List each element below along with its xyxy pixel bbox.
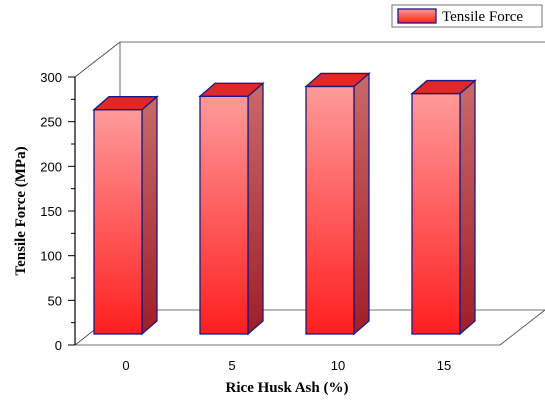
y-axis-ticks: 0 50 100 150 200 250 300 (40, 70, 75, 353)
bar-side (353, 72, 370, 336)
bar-5 (198, 81, 265, 336)
bar-0 (92, 95, 159, 336)
y-tick-label: 150 (40, 204, 62, 219)
x-tick-label: 5 (228, 358, 235, 373)
legend-label: Tensile Force (442, 9, 523, 25)
bar-side (141, 95, 158, 336)
bar-top (92, 96, 159, 111)
bar-front (305, 85, 355, 335)
x-axis-title: Rice Husk Ash (%) (226, 380, 349, 396)
bar-front (93, 109, 143, 335)
legend-swatch (397, 8, 437, 24)
x-tick-label: 10 (331, 358, 345, 373)
y-tick-label: 250 (40, 115, 62, 130)
y-tick-label: 100 (40, 249, 62, 264)
y-axis-title: Tensile Force (MPa) (13, 146, 29, 275)
bar-top (198, 82, 265, 97)
bar-side (459, 79, 476, 336)
bar-front (199, 95, 249, 335)
bar-top (410, 79, 477, 95)
x-tick-label: 0 (122, 358, 129, 373)
bars (92, 72, 477, 336)
x-tick-label: 15 (437, 358, 451, 373)
y-tick-label: 50 (48, 293, 62, 308)
bar-front (411, 92, 461, 335)
legend: Tensile Force (391, 4, 543, 28)
bar-side (247, 81, 264, 336)
y-tick-label: 0 (55, 338, 62, 353)
y-tick-label: 300 (40, 70, 62, 85)
y-tick-label: 200 (40, 159, 62, 174)
x-axis-ticks: 0 5 10 15 (122, 358, 451, 373)
bar-15 (410, 79, 477, 336)
bar-top (304, 72, 371, 88)
bar-10 (304, 72, 371, 336)
